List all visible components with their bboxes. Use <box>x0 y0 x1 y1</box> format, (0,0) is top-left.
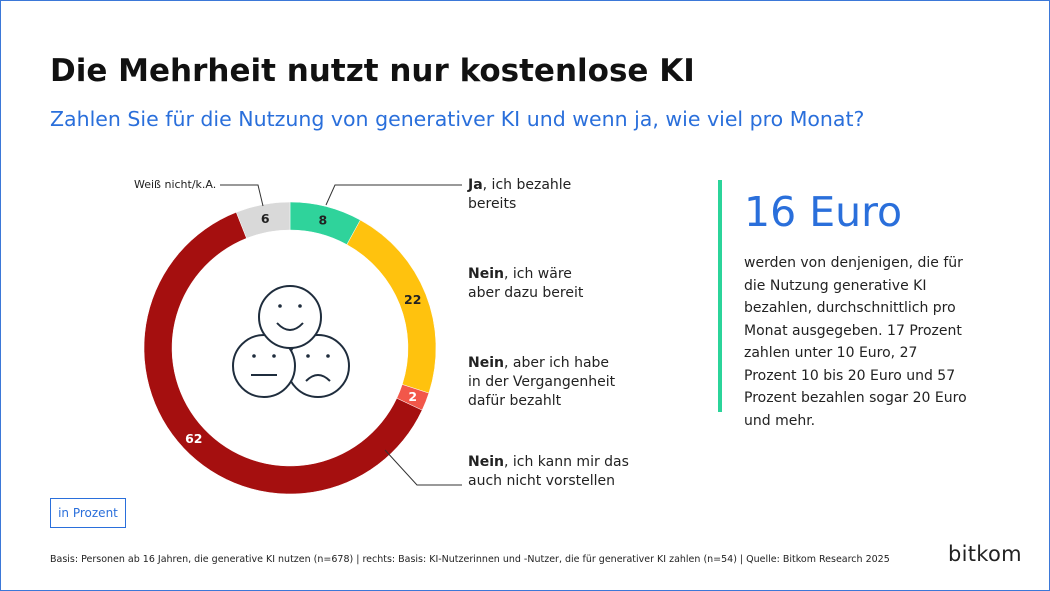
brand-logo: bitkom <box>948 542 1022 566</box>
legend-label-ja-text-2: bereits <box>468 196 517 212</box>
legend-label-nein-vergangenheit-bold: Nein <box>468 355 504 371</box>
legend-label-nein-nicht-text-2: auch nicht vorstellen <box>468 473 616 489</box>
legend-label-nein-vergangenheit: Nein, aber ich habe in der Vergangenheit… <box>468 354 615 411</box>
leader-lines <box>220 184 462 486</box>
happy-face-icon <box>258 285 322 349</box>
donut-slice-nein-nicht <box>143 211 423 495</box>
info-text: werden von denjenigen, die für die Nutzu… <box>744 255 967 429</box>
legend-label-nein-nicht-bold: Nein <box>468 454 504 470</box>
donut-slice-dontknow <box>235 201 291 239</box>
legend-label-ja-text: , ich bezahle <box>482 177 572 193</box>
info-box: 16 Euro werden von denjenigen, die für d… <box>718 180 972 429</box>
legend-label-nein-nicht: Nein, ich kann mir das auch nicht vorste… <box>468 453 629 491</box>
value-label-dontknow: 6 <box>261 211 270 226</box>
neutral-face-icon <box>232 334 296 398</box>
page-subtitle: Zahlen Sie für die Nutzung von generativ… <box>50 107 865 131</box>
legend-label-nein-nicht-text: , ich kann mir das <box>503 454 629 470</box>
donut-slice-nein-bereit <box>346 219 437 394</box>
legend-label-nein-bereit-bold: Nein <box>468 266 504 282</box>
value-label-nein-bereit: 22 <box>404 292 421 307</box>
value-label-nein-nicht: 62 <box>185 431 202 446</box>
footnote: Basis: Personen ab 16 Jahren, die genera… <box>50 554 890 565</box>
leader-line-ja <box>325 184 462 206</box>
unit-box: in Prozent <box>50 498 126 528</box>
legend-label-nein-vergangenheit-text-2: in der Vergangenheit <box>468 374 616 390</box>
page-title: Die Mehrheit nutzt nur kostenlose KI <box>50 53 695 89</box>
legend-label-nein-bereit: Nein, ich wäre aber dazu bereit <box>468 265 583 303</box>
smiley-icons <box>232 285 350 398</box>
legend-label-nein-bereit-text: , ich wäre <box>503 266 572 282</box>
leader-line-nein-nicht <box>384 449 462 486</box>
leader-line-dontknow <box>220 184 264 207</box>
legend-label-ja: Ja, ich bezahle bereits <box>468 176 571 214</box>
legend-label-nein-bereit-text-2: aber dazu bereit <box>468 285 584 301</box>
legend-label-nein-vergangenheit-text-3: dafür bezahlt <box>468 393 562 409</box>
value-label-nein-vergangenheit: 2 <box>408 389 417 404</box>
legend-label-nein-vergangenheit-text: , aber ich habe <box>503 355 610 371</box>
donut-slices <box>143 201 437 495</box>
value-label-ja: 8 <box>318 213 327 228</box>
legend-label-dontknow: Weiß nicht/k.A. <box>134 178 217 191</box>
info-big-value: 16 Euro <box>744 188 903 236</box>
legend-label-ja-bold: Ja <box>468 177 483 193</box>
